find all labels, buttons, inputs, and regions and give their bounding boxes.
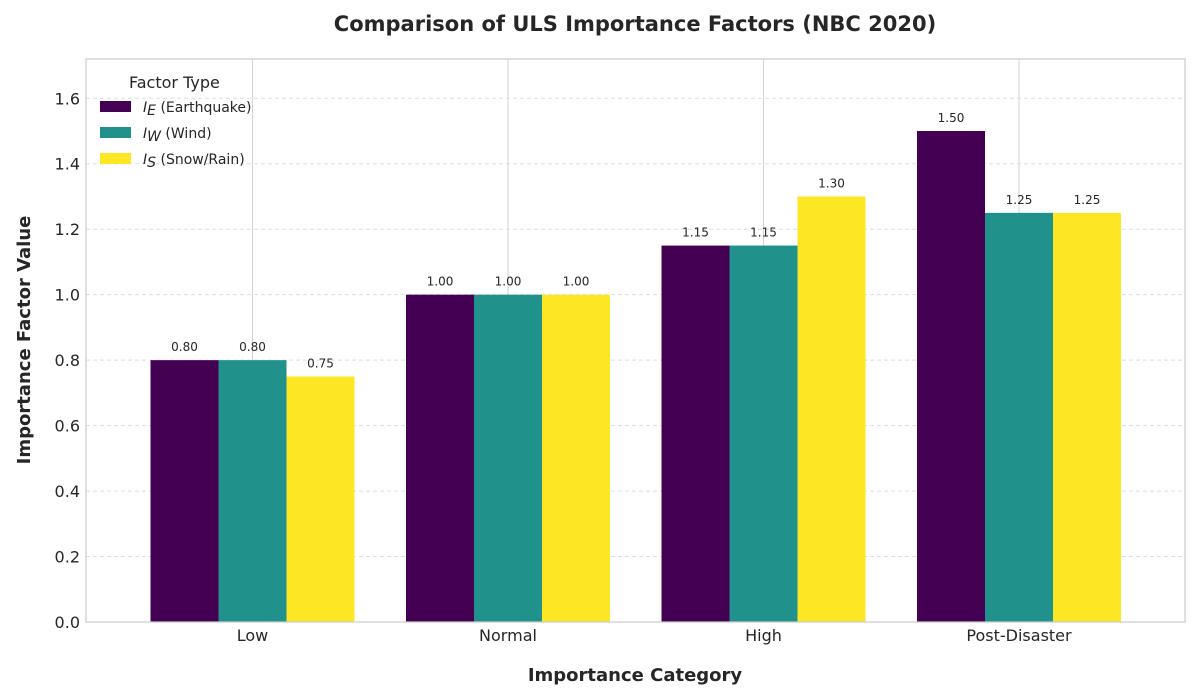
bar-value-label: 1.25: [1074, 193, 1101, 207]
bar: [474, 294, 542, 622]
legend-entry-label: IS (Snow/Rain): [143, 152, 245, 171]
y-tick-label: 1.4: [55, 155, 80, 174]
bar-value-label: 1.25: [1006, 193, 1033, 207]
legend: Factor Type IE (Earthquake) IW (Wind) IS (…: [100, 73, 251, 171]
bar-value-label: 0.75: [307, 357, 334, 371]
x-tick-label: High: [745, 626, 782, 645]
x-tick-label: Post-Disaster: [966, 626, 1072, 645]
y-tick-label: 0.6: [55, 417, 80, 436]
y-tick-label: 1.6: [55, 89, 80, 108]
x-tick-label: Low: [237, 626, 269, 645]
bar-value-label: 1.00: [427, 275, 454, 289]
y-tick-label: 0.8: [55, 351, 80, 370]
bars: [150, 131, 1121, 623]
bar: [985, 212, 1053, 622]
bar: [406, 294, 474, 622]
bar: [661, 245, 730, 623]
bar-value-label: 0.80: [239, 340, 266, 354]
y-tick-label: 0.4: [55, 482, 80, 501]
bar: [218, 360, 287, 622]
y-tick-label: 1.0: [55, 286, 80, 305]
bar-value-label: 1.15: [682, 226, 709, 240]
plot-frame: [85, 58, 1186, 623]
legend-swatch: [100, 153, 131, 164]
bar: [797, 196, 866, 622]
bar-value-label: 1.15: [750, 226, 777, 240]
x-axis-ticks: Low Normal High Post-Disaster: [237, 626, 1072, 645]
y-tick-label: 1.2: [55, 220, 80, 239]
bar: [286, 376, 355, 622]
y-axis-label: Importance Factor Value: [14, 216, 35, 465]
bar: [542, 294, 610, 622]
data-labels: 0.80 1.00 1.15 1.50 0.80 1.00 1.15 1.25 0.75 1.00…: [171, 111, 1100, 370]
chart-title: Comparison of ULS Importance Factors (NB…: [334, 12, 936, 36]
y-tick-label: 0.2: [55, 548, 80, 567]
y-axis-ticks: 0.0 0.2 0.4 0.6 0.8 1.0 1.2 1.4 1.6: [55, 89, 80, 632]
bar-value-label: 1.00: [495, 275, 522, 289]
bar-value-label: 1.00: [563, 275, 590, 289]
legend-swatch: [100, 101, 131, 112]
bar-value-label: 0.80: [171, 340, 198, 354]
bar-value-label: 1.50: [938, 111, 965, 125]
bar: [917, 131, 985, 622]
legend-entry-label: IE (Earthquake): [143, 100, 251, 119]
bar: [150, 360, 219, 622]
x-tick-label: Normal: [479, 626, 537, 645]
x-axis-label: Importance Category: [528, 665, 743, 686]
legend-entry-label: IW (Wind): [143, 126, 212, 145]
bar: [1053, 212, 1121, 622]
bar: [729, 245, 798, 623]
legend-swatch: [100, 127, 131, 138]
y-tick-label: 0.0: [55, 613, 80, 632]
bar-value-label: 1.30: [818, 176, 845, 190]
legend-title: Factor Type: [129, 73, 220, 92]
